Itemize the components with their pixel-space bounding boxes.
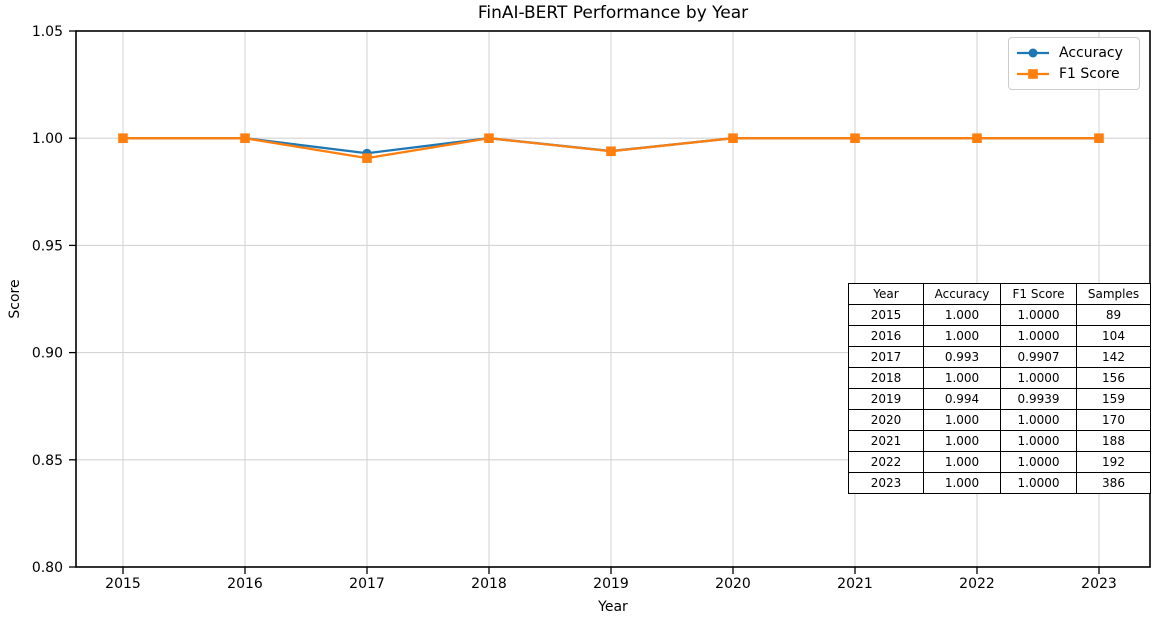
table-cell: 1.000 [923,367,1001,389]
table-row: 2015 1.000 1.0000 89 [848,304,1151,326]
x-tick-label: 2016 [227,576,263,592]
f1-score-marker [728,133,738,143]
y-axis-label: Score [7,279,23,319]
table-cell: 1.000 [923,451,1001,473]
f1-score-marker [606,146,616,157]
table-cell: 2023 [848,472,924,494]
legend-circle-marker-icon [1028,48,1038,58]
x-tick-label: 2021 [837,576,873,592]
x-tick-label: 2019 [593,576,629,592]
table-cell: 2019 [848,388,924,410]
x-tick-label: 2015 [105,576,141,592]
y-tick-label: 1.00 [32,131,63,147]
legend-f1-score-swatch [1017,69,1049,79]
x-axis-label: Year [598,599,628,615]
x-tick-label: 2017 [349,576,385,592]
table-cell: 0.994 [923,388,1001,410]
table-header-cell: F1 Score [1000,283,1077,305]
table-cell: 156 [1076,367,1151,389]
table-cell: 159 [1076,388,1151,410]
table-cell: 386 [1076,472,1151,494]
y-tick-label: 0.85 [32,453,63,469]
table-cell: 2016 [848,325,924,347]
data-table: Year Accuracy F1 Score Samples 2015 1.000 1.00… [848,283,1151,494]
legend-accuracy-swatch [1017,48,1049,58]
table-cell: 0.9907 [1000,346,1077,368]
table-cell: 2020 [848,409,924,431]
table-cell: 0.993 [923,346,1001,368]
table-cell: 1.000 [923,430,1001,452]
x-tick-label: 2020 [715,576,751,592]
table-cell: 2015 [848,304,924,326]
table-cell: 142 [1076,346,1151,368]
table-cell: 188 [1076,430,1151,452]
table-row: 2017 0.993 0.9907 142 [848,346,1151,368]
f1-score-marker [1094,133,1104,143]
table-cell: 1.0000 [1000,472,1077,494]
f1-score-marker [850,133,860,143]
f1-score-marker [362,153,372,163]
table-row: 2023 1.000 1.0000 386 [848,472,1151,494]
f1-score-marker [972,133,982,143]
legend-label-f1-score: F1 Score [1059,66,1120,82]
y-tick-label: 0.90 [32,346,63,362]
y-tick-label: 0.95 [32,238,63,254]
table-header-row: Year Accuracy F1 Score Samples [848,283,1151,305]
table-cell: 1.000 [923,409,1001,431]
x-tick-label: 2023 [1081,576,1117,592]
table-cell: 1.0000 [1000,430,1077,452]
table-header-cell: Year [848,283,924,305]
table-cell: 0.9939 [1000,388,1077,410]
legend-label-accuracy: Accuracy [1059,45,1123,61]
table-cell: 2017 [848,346,924,368]
legend: Accuracy F1 Score [1008,37,1140,90]
table-cell: 2022 [848,451,924,473]
y-tick-label: 0.80 [32,560,63,576]
table-cell: 192 [1076,451,1151,473]
f1-score-marker [484,133,494,143]
f1-score-marker [118,133,128,143]
legend-item-accuracy: Accuracy [1016,45,1132,61]
table-row: 2020 1.000 1.0000 170 [848,409,1151,431]
table-cell: 1.0000 [1000,367,1077,389]
table-cell: 1.0000 [1000,451,1077,473]
table-row: 2016 1.000 1.0000 104 [848,325,1151,347]
chart-title: FinAI-BERT Performance by Year [477,3,749,23]
table-header-cell: Accuracy [923,283,1001,305]
table-row: 2021 1.000 1.0000 188 [848,430,1151,452]
table-row: 2018 1.000 1.0000 156 [848,367,1151,389]
table-row: 2022 1.000 1.0000 192 [848,451,1151,473]
table-cell: 1.000 [923,472,1001,494]
table-cell: 2018 [848,367,924,389]
table-cell: 1.0000 [1000,409,1077,431]
table-cell: 1.0000 [1000,325,1077,347]
x-tick-label: 2022 [959,576,995,592]
legend-item-f1-score: F1 Score [1016,66,1132,82]
table-row: 2019 0.994 0.9939 159 [848,388,1151,410]
tick-marks [69,30,1100,574]
table-cell: 170 [1076,409,1151,431]
table-cell: 2021 [848,430,924,452]
data-table-wrap: Year Accuracy F1 Score Samples 2015 1.000 1.00… [848,283,1151,494]
y-tick-label: 1.05 [32,24,63,40]
table-cell: 1.000 [923,304,1001,326]
table-cell: 1.0000 [1000,304,1077,326]
f1-score-marker [240,133,250,143]
table-cell: 89 [1076,304,1151,326]
legend-square-marker-icon [1028,69,1038,79]
table-header-cell: Samples [1076,283,1151,305]
table-cell: 1.000 [923,325,1001,347]
x-tick-label: 2018 [471,576,507,592]
table-cell: 104 [1076,325,1151,347]
